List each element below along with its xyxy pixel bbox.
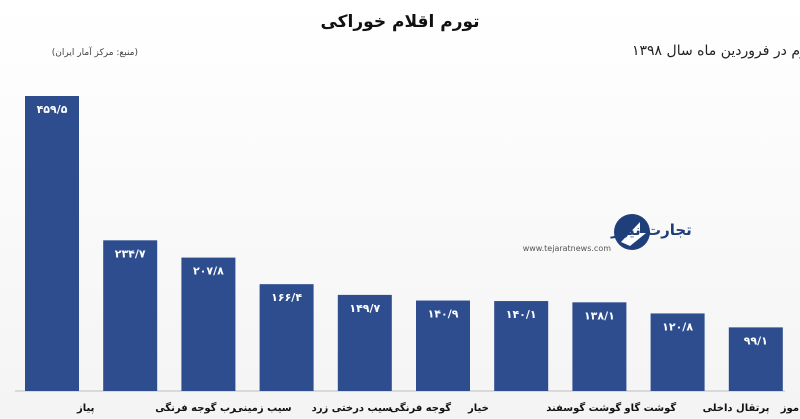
bar-2 [181, 257, 236, 391]
category-label-9: موز [780, 403, 799, 414]
chart-logo: تجارت نیوز www.tejaratnews.com [523, 214, 692, 253]
bar-1 [103, 240, 158, 391]
bar-9 [728, 327, 783, 391]
category-label-1: رب گوجه فرنگی [155, 401, 236, 414]
bar-value-label-4: ۱۴۹/۷ [349, 302, 380, 315]
bar-6 [494, 301, 549, 391]
category-label-5: خیار [467, 403, 489, 414]
category-label-2: سیب زمینی [233, 403, 291, 414]
category-label-4: گوجه فرنگی [390, 401, 451, 414]
bar-3 [259, 284, 314, 391]
bar-value-label-6: ۱۴۰/۱ [506, 308, 537, 321]
category-label-7: گوشت گاو [623, 401, 676, 414]
bars-group: ۴۵۹/۵ پیاز ۲۳۴/۷ رب گوجه فرنگی ۲۰۷/۸ سیب زمین… [25, 96, 799, 414]
bar-value-label-0: ۴۵۹/۵ [37, 103, 68, 116]
chart-source: (منبع: مرکز آمار ایران) [52, 46, 138, 58]
bar-value-label-8: ۱۲۰/۸ [662, 320, 693, 333]
category-label-3: سیب درختی زرد [312, 403, 393, 414]
bar-0 [25, 96, 79, 391]
logo-arrow-shape [621, 222, 646, 246]
bar-value-label-2: ۲۰۷/۸ [193, 265, 224, 278]
logo-name: تجارت نیوز [610, 221, 692, 239]
chart-subtitle: ده کالاهای خوراکی با بیشترین تورم در فرو… [632, 43, 800, 59]
category-label-8: پرتقال داخلی [703, 403, 770, 414]
bar-value-label-9: ۹۹/۱ [744, 334, 768, 347]
bar-value-label-1: ۲۳۴/۷ [115, 247, 146, 260]
chart-title: تورم اقلام خوراکی [320, 12, 479, 32]
bar-value-label-5: ۱۴۰/۹ [428, 308, 459, 321]
bar-value-label-7: ۱۳۸/۱ [584, 309, 615, 322]
category-label-0: پیاز [76, 403, 95, 414]
bar-8 [650, 313, 705, 391]
logo-url: www.tejaratnews.com [523, 244, 611, 253]
bar-value-label-3: ۱۶۶/۴ [271, 291, 302, 304]
category-label-6: گوشت گوسفند [546, 401, 621, 414]
bar-7 [572, 302, 627, 391]
bar-4 [337, 294, 392, 391]
bar-5 [416, 300, 470, 391]
